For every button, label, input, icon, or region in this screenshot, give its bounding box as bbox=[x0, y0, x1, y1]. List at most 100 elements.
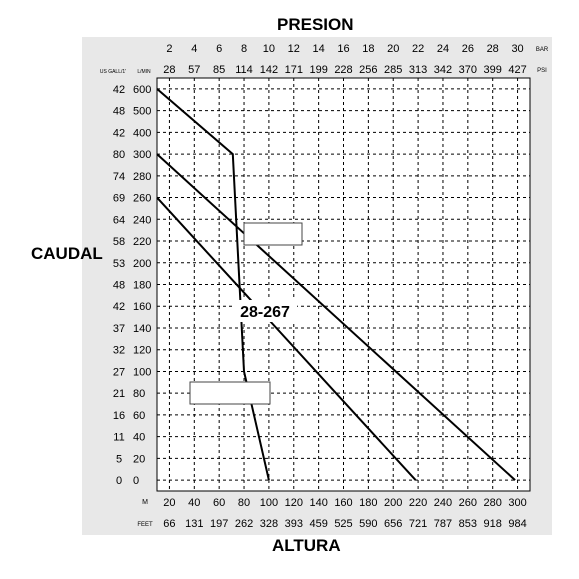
m-tick-label: 240 bbox=[434, 497, 452, 509]
psi-tick-label: 256 bbox=[359, 64, 377, 76]
bar-tick-label: 2 bbox=[166, 43, 172, 55]
feet-tick-label: 721 bbox=[409, 518, 427, 530]
pump-curve-line-2 bbox=[156, 196, 417, 481]
bar-tick-label: 10 bbox=[263, 43, 275, 55]
m-tick-label: 80 bbox=[238, 497, 250, 509]
psi-tick-label: 370 bbox=[459, 64, 477, 76]
lmin-tick-label: 80 bbox=[133, 388, 145, 400]
bar-tick-label: 24 bbox=[437, 43, 449, 55]
lmin-tick-label: 260 bbox=[133, 193, 151, 205]
lmin-unit-label: L/MIN bbox=[137, 69, 151, 75]
psi-tick-label: 342 bbox=[434, 64, 452, 76]
bar-tick-label: 22 bbox=[412, 43, 424, 55]
lmin-tick-label: 20 bbox=[133, 453, 145, 465]
gal-tick-label: 53 bbox=[113, 258, 125, 270]
feet-tick-label: 853 bbox=[459, 518, 477, 530]
feet-tick-label: 66 bbox=[163, 518, 175, 530]
lmin-tick-label: 120 bbox=[133, 345, 151, 357]
model-label: 28-267 bbox=[240, 304, 290, 321]
y-axis-label: CAUDAL bbox=[31, 244, 103, 263]
lmin-tick-label: 300 bbox=[133, 149, 151, 161]
m-tick-label: 120 bbox=[285, 497, 303, 509]
lmin-tick-label: 60 bbox=[133, 410, 145, 422]
lmin-tick-label: 40 bbox=[133, 432, 145, 444]
psi-tick-label: 285 bbox=[384, 64, 402, 76]
lmin-tick-label: 220 bbox=[133, 236, 151, 248]
m-tick-label: 20 bbox=[163, 497, 175, 509]
bar-unit-label: BAR bbox=[536, 47, 549, 53]
gal-tick-label: 5 bbox=[116, 453, 122, 465]
m-tick-label: 260 bbox=[459, 497, 477, 509]
psi-tick-label: 427 bbox=[508, 64, 526, 76]
feet-tick-label: 393 bbox=[285, 518, 303, 530]
feet-tick-label: 459 bbox=[309, 518, 327, 530]
lmin-tick-label: 140 bbox=[133, 323, 151, 335]
pump-curve-line-3 bbox=[156, 153, 516, 481]
gal-tick-label: 27 bbox=[113, 366, 125, 378]
bar-tick-label: 8 bbox=[241, 43, 247, 55]
psi-tick-label: 199 bbox=[309, 64, 327, 76]
label-box-lower bbox=[189, 381, 271, 405]
feet-tick-label: 197 bbox=[210, 518, 228, 530]
lmin-tick-label: 160 bbox=[133, 301, 151, 313]
feet-unit-label: FEET bbox=[137, 522, 153, 528]
gal-tick-label: 69 bbox=[113, 193, 125, 205]
lmin-tick-label: 280 bbox=[133, 171, 151, 183]
psi-tick-label: 85 bbox=[213, 64, 225, 76]
psi-tick-label: 399 bbox=[484, 64, 502, 76]
bar-tick-label: 28 bbox=[487, 43, 499, 55]
lmin-tick-label: 200 bbox=[133, 258, 151, 270]
gal-unit-label: US GALL/1' bbox=[100, 69, 126, 75]
gal-tick-label: 74 bbox=[113, 171, 125, 183]
m-tick-label: 60 bbox=[213, 497, 225, 509]
gal-tick-label: 42 bbox=[113, 301, 125, 313]
grid-lines bbox=[157, 78, 530, 491]
pump-curve-line-1 bbox=[156, 88, 270, 481]
gal-tick-label: 42 bbox=[113, 127, 125, 139]
psi-tick-label: 228 bbox=[334, 64, 352, 76]
gal-tick-label: 64 bbox=[113, 214, 125, 226]
gal-tick-label: 58 bbox=[113, 236, 125, 248]
m-tick-label: 100 bbox=[260, 497, 278, 509]
gal-tick-label: 11 bbox=[113, 432, 124, 444]
gal-tick-label: 21 bbox=[113, 388, 125, 400]
lmin-tick-label: 400 bbox=[133, 127, 151, 139]
feet-tick-label: 787 bbox=[434, 518, 452, 530]
model-label-bg bbox=[233, 300, 297, 322]
m-unit-label: M bbox=[142, 499, 148, 506]
gal-tick-label: 48 bbox=[113, 280, 125, 292]
psi-tick-label: 28 bbox=[163, 64, 175, 76]
m-tick-label: 280 bbox=[484, 497, 502, 509]
m-tick-label: 300 bbox=[508, 497, 526, 509]
psi-unit-label: PSI bbox=[537, 68, 547, 74]
lmin-tick-label: 0 bbox=[133, 475, 139, 487]
psi-tick-label: 171 bbox=[285, 64, 303, 76]
feet-tick-label: 328 bbox=[260, 518, 278, 530]
psi-tick-label: 57 bbox=[188, 64, 200, 76]
chart-title-bottom: ALTURA bbox=[272, 536, 341, 555]
psi-tick-label: 114 bbox=[235, 64, 253, 76]
lmin-tick-label: 600 bbox=[133, 84, 151, 96]
gal-tick-label: 48 bbox=[113, 106, 125, 118]
feet-tick-label: 590 bbox=[359, 518, 377, 530]
feet-tick-label: 656 bbox=[384, 518, 402, 530]
psi-tick-label: 142 bbox=[260, 64, 278, 76]
gal-tick-label: 32 bbox=[113, 345, 125, 357]
m-tick-label: 180 bbox=[359, 497, 377, 509]
bar-tick-label: 30 bbox=[511, 43, 523, 55]
bar-tick-label: 4 bbox=[191, 43, 197, 55]
m-tick-label: 40 bbox=[188, 497, 200, 509]
m-tick-label: 220 bbox=[409, 497, 427, 509]
gal-tick-label: 16 bbox=[113, 410, 125, 422]
bar-tick-label: 14 bbox=[313, 43, 325, 55]
bar-tick-label: 6 bbox=[216, 43, 222, 55]
m-tick-label: 160 bbox=[334, 497, 352, 509]
lmin-tick-label: 240 bbox=[133, 214, 151, 226]
feet-tick-label: 525 bbox=[334, 518, 352, 530]
bar-tick-label: 26 bbox=[462, 43, 474, 55]
gal-tick-label: 37 bbox=[113, 323, 125, 335]
bar-tick-label: 18 bbox=[362, 43, 374, 55]
feet-tick-label: 918 bbox=[484, 518, 502, 530]
